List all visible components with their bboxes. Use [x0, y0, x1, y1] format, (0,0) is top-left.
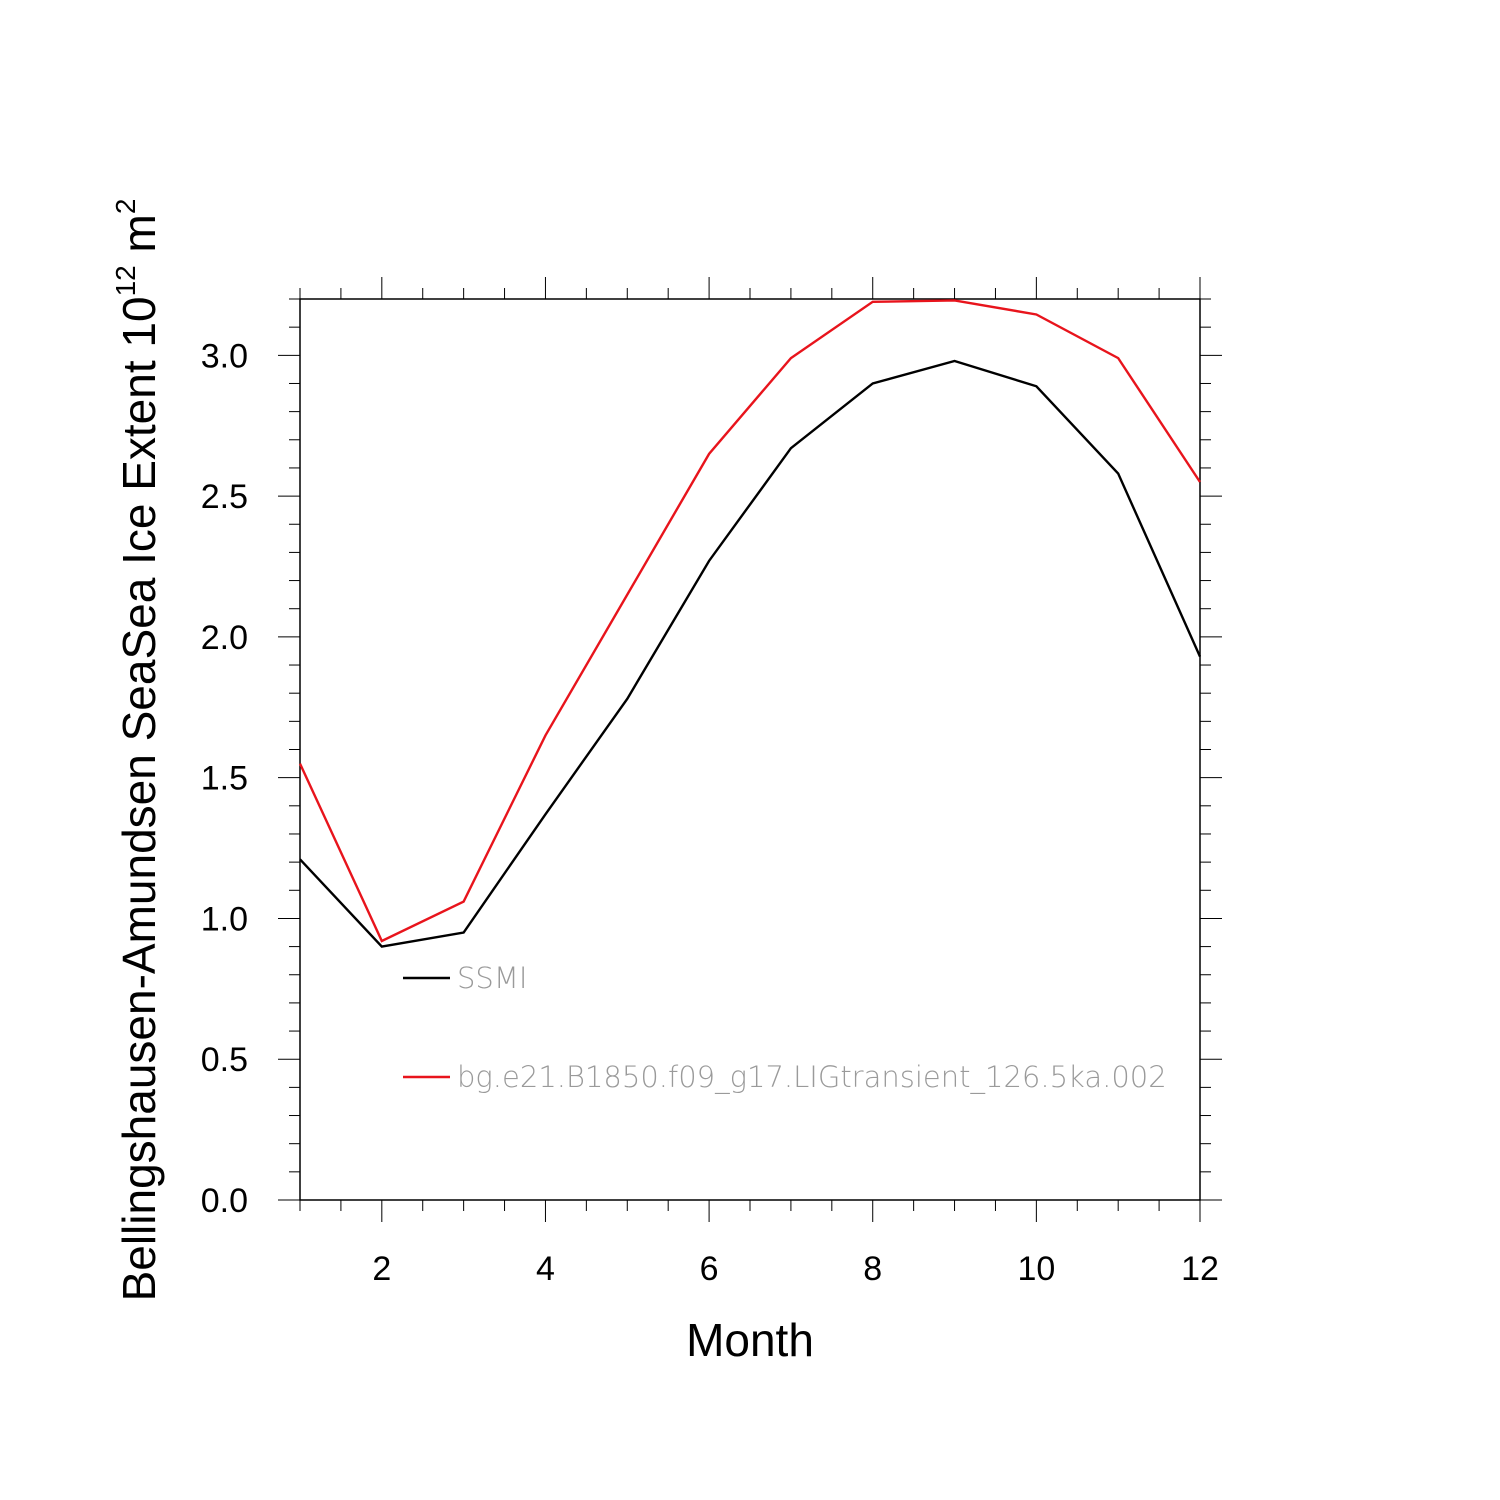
x-tick-label: 6 — [700, 1250, 719, 1288]
y-tick-label: 0.5 — [201, 1041, 248, 1079]
axis-ticks — [278, 277, 1222, 1222]
legend-label-2: bg.e21.B1850.f09_g17.LIGtransient_126.5k… — [457, 1060, 1167, 1095]
x-tick-label: 2 — [372, 1250, 391, 1288]
legend-label-1: SSMI — [457, 961, 527, 995]
y-tick-label: 2.5 — [201, 478, 248, 516]
y-axis-title-exponent: 12 — [110, 265, 141, 296]
x-tick-label: 12 — [1181, 1250, 1219, 1288]
legend: SSMI bg.e21.B1850.f09_g17.LIGtransient_12… — [403, 961, 1167, 1095]
tick-labels: 2 4 6 8 10 12 0.0 0.5 1.0 1.5 2.0 2.5 3.0 — [201, 337, 1219, 1288]
x-tick-label: 10 — [1017, 1250, 1055, 1288]
y-axis-title-unit-exponent: 2 — [110, 199, 141, 215]
y-axis-title: Bellingshausen-Amundsen SeaSea Ice Exten… — [110, 199, 165, 1302]
y-tick-label: 0.0 — [201, 1182, 248, 1220]
x-tick-label: 8 — [863, 1250, 882, 1288]
x-axis-title: Month — [686, 1314, 814, 1366]
y-tick-label: 1.5 — [201, 760, 248, 798]
series-line-2 — [298, 299, 1202, 943]
y-tick-label: 3.0 — [201, 337, 248, 375]
x-tick-label: 4 — [536, 1250, 555, 1288]
series-line-1 — [299, 359, 1202, 948]
y-axis-title-unit: m — [113, 214, 165, 265]
y-tick-label: 1.0 — [201, 900, 248, 938]
y-axis-title-main: Bellingshausen-Amundsen SeaSea Ice Exten… — [113, 296, 165, 1301]
y-tick-label: 2.0 — [201, 619, 248, 657]
series-layer — [298, 299, 1202, 948]
